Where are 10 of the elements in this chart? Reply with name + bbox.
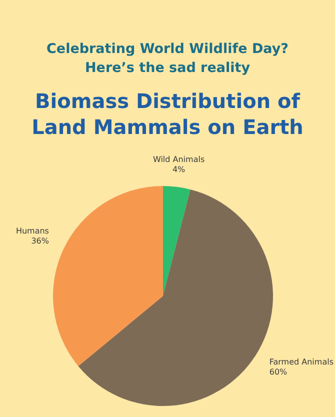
data-label: 36%: [31, 236, 50, 246]
chart-subtitle: Celebrating World Wildlife Day? Here’s the sad reality: [46, 40, 290, 78]
chart-title: Biomass Distribution of Land Mammals on Earth: [30, 88, 304, 140]
pie-slice: [163, 186, 190, 296]
slice-label: Wild Animals: [152, 154, 205, 164]
data-label: 4%: [172, 164, 186, 174]
pie-slice: [53, 186, 163, 366]
slice-label: Farmed Animals: [269, 358, 334, 367]
slice-label: Humans: [16, 226, 49, 236]
data-label: 60%: [269, 368, 288, 377]
